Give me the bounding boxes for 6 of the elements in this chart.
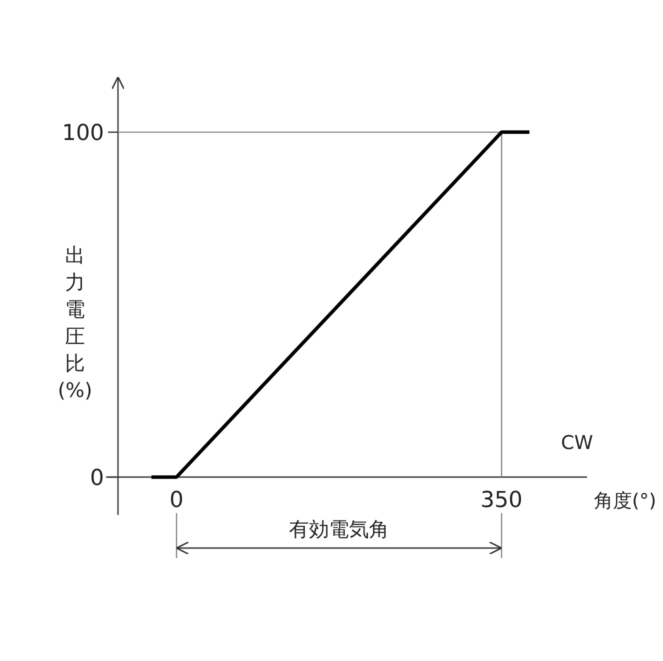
annotation: CW [560, 432, 594, 454]
y-tick-label: 100 [62, 121, 104, 146]
x-axis-title: 角度(°) [594, 490, 656, 512]
x-tick-label: 350 [480, 488, 523, 514]
text: 有効電気角 [289, 517, 390, 542]
y-axis-title: 出力電圧比(%) [58, 243, 92, 402]
